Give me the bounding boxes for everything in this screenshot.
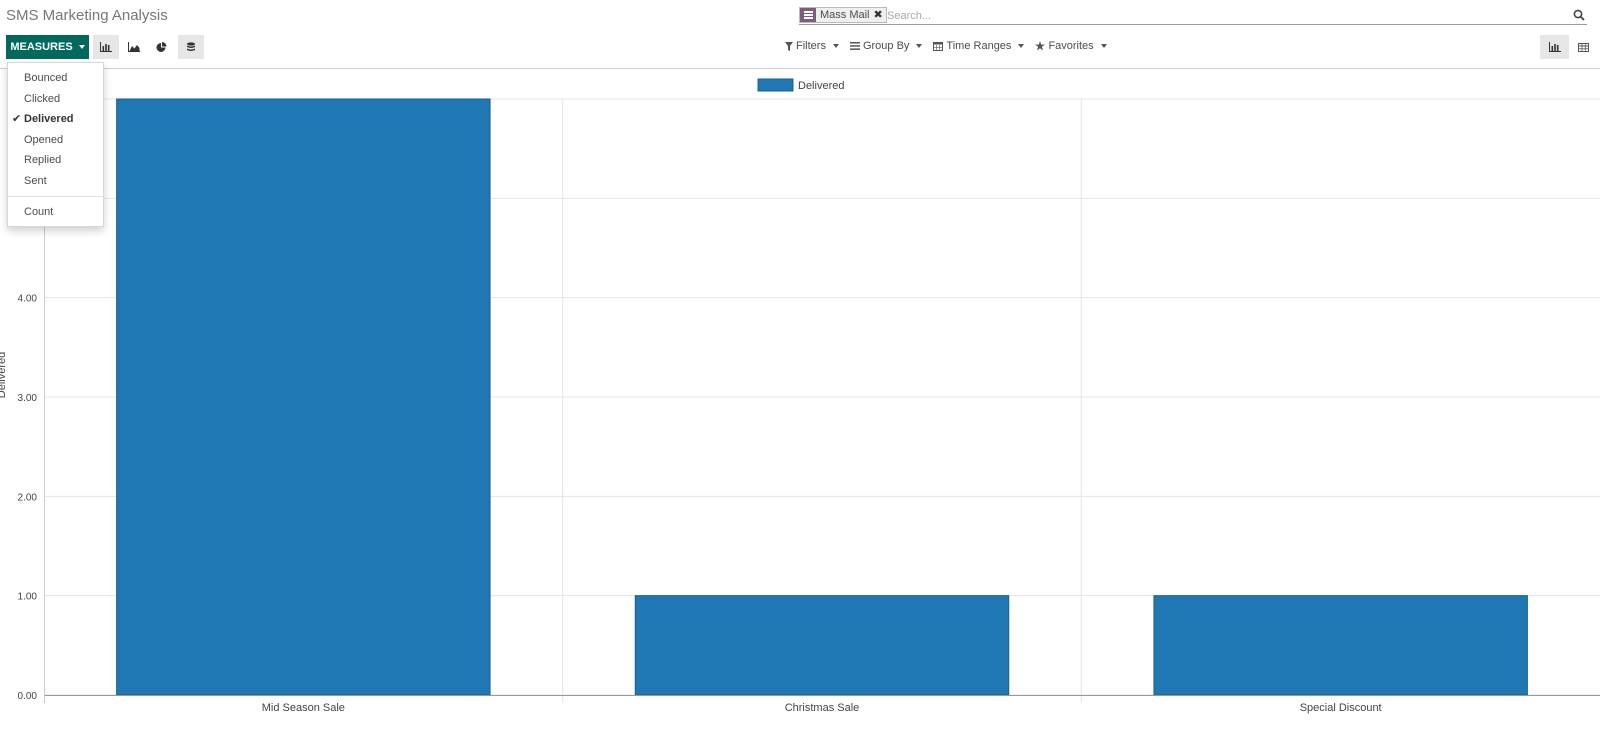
measure-item-clicked[interactable]: Clicked [8,89,103,109]
measure-label: Count [24,206,54,218]
y-tick-label: 3.00 [18,393,38,404]
check-icon: ✔ [12,113,22,125]
measure-label: Replied [24,154,62,166]
y-axis-title: Delivered [0,352,8,398]
group-by-menu[interactable]: Group By [849,40,923,52]
filter-icon [785,41,793,51]
search-facet[interactable]: Mass Mail ✖ [799,7,887,23]
calendar-icon [933,42,944,51]
facet-value: Mass Mail [820,9,870,21]
dropdown-divider [8,196,103,197]
legend-swatch[interactable] [757,78,794,92]
search-input[interactable] [887,8,1547,23]
bar-chart-icon [100,42,112,52]
caret-down-icon [1100,44,1107,48]
area-chart-icon [128,42,140,52]
pie-chart-icon [156,41,166,52]
page-title: SMS Marketing Analysis [6,7,168,24]
search-icon[interactable] [1573,9,1585,21]
measure-label: Bounced [24,72,68,84]
measure-label: Delivered [24,113,74,125]
measure-item-sent[interactable]: Sent [8,171,103,191]
measures-button[interactable]: MEASURES [6,35,89,59]
remove-facet-icon[interactable]: ✖ [873,9,883,21]
measures-label: MEASURES [10,41,73,53]
star-icon [1035,41,1046,51]
measures-dropdown: Bounced Clicked ✔ Delivered Opened Replie… [7,62,104,227]
time-ranges-menu[interactable]: Time Ranges [933,40,1025,52]
stacked-button[interactable] [178,35,204,59]
x-tick-label: Christmas Sale [785,702,860,714]
bar-chart-icon [1548,42,1561,52]
measure-item-bounced[interactable]: Bounced [8,68,103,88]
time-ranges-label: Time Ranges [946,40,1012,52]
filter-group-icon [800,8,816,22]
bar[interactable] [634,595,1010,696]
caret-down-icon [78,45,85,49]
bar-chart-button[interactable] [93,35,119,59]
caret-down-icon [916,44,923,48]
bar-chart: 0.00 1.00 2.00 3.00 4.00 Mid Season Sale Chris… [0,78,1600,714]
y-tick-label: 2.00 [18,492,38,503]
measure-label: Clicked [24,93,61,105]
measure-item-opened[interactable]: Opened [8,130,103,150]
line-chart-button[interactable] [121,35,147,59]
bar[interactable] [116,98,491,696]
graph-view-button[interactable] [1540,35,1569,59]
y-tick-label: 1.00 [18,592,38,603]
favorites-label: Favorites [1048,40,1094,52]
filters-label: Filters [796,40,826,52]
caret-down-icon [1018,44,1025,48]
x-tick-label: Mid Season Sale [262,702,345,714]
measure-label: Sent [24,175,47,187]
search-options: Filters Group By Time Ranges Favorites [785,40,1107,52]
table-icon [1578,42,1589,52]
favorites-menu[interactable]: Favorites [1035,40,1107,52]
y-tick-label: 0.00 [18,691,38,702]
pivot-view-button[interactable] [1569,35,1598,59]
list-icon [849,42,860,50]
legend-label: Delivered [798,80,844,92]
control-panel: SMS Marketing Analysis Mass Mail ✖ MEASU… [0,0,1600,69]
filters-menu[interactable]: Filters [785,40,839,52]
bar[interactable] [1153,595,1528,696]
measure-item-count[interactable]: Count [8,202,103,222]
caret-down-icon [832,44,839,48]
group-by-label: Group By [862,40,910,52]
measure-item-delivered[interactable]: ✔ Delivered [8,109,103,129]
database-icon [187,41,195,51]
measure-label: Opened [24,134,64,146]
pie-chart-button[interactable] [148,35,174,59]
y-tick-label: 4.00 [18,294,38,305]
measure-item-replied[interactable]: Replied [8,150,103,170]
search-bar: Mass Mail ✖ [799,6,1587,25]
x-tick-label: Special Discount [1300,702,1382,714]
